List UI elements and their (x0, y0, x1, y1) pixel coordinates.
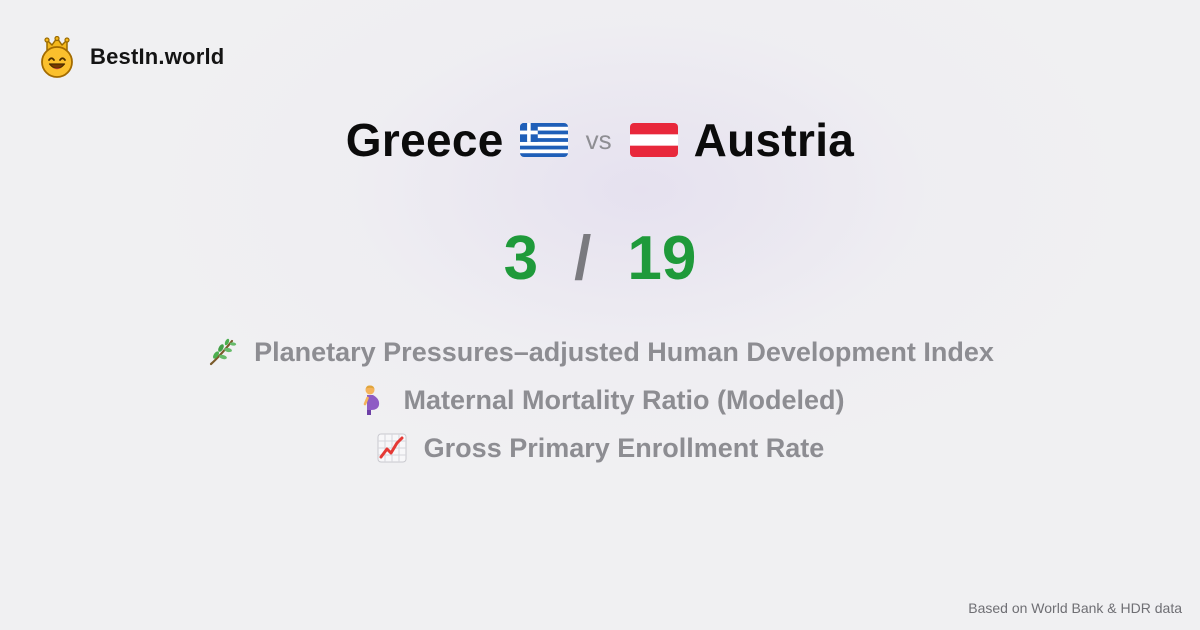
chart-increasing-icon (377, 433, 407, 463)
score-right: 19 (627, 223, 697, 293)
crown-smiley-icon (41, 36, 73, 78)
metric-label: Maternal Mortality Ratio (Modeled) (403, 384, 845, 415)
brand-name: BestIn.world (90, 44, 225, 69)
vs-label: vs (585, 124, 612, 155)
metric-item[interactable]: Maternal Mortality Ratio (Modeled) (355, 384, 845, 416)
metric-label: Gross Primary Enrollment Rate (423, 432, 825, 463)
metrics-list: Planetary Pressures–adjusted Human Devel… (0, 336, 1200, 464)
comparison-headline: Greece vs Austria (0, 108, 1200, 172)
austria-flag-icon (629, 123, 678, 157)
data-source-note: Based on World Bank & HDR data (968, 600, 1182, 616)
metric-label: Planetary Pressures–adjusted Human Devel… (254, 336, 994, 367)
score: 3 / 19 (0, 218, 1200, 298)
greece-flag-icon (519, 123, 568, 157)
country-left-name[interactable]: Greece (345, 114, 504, 166)
metric-item[interactable]: Planetary Pressures–adjusted Human Devel… (206, 336, 994, 368)
herb-icon (210, 338, 237, 366)
brand[interactable]: BestIn.world (38, 36, 224, 78)
score-left: 3 (503, 223, 539, 293)
metric-item[interactable]: Gross Primary Enrollment Rate (376, 432, 825, 464)
score-separator: / (574, 223, 592, 293)
pregnant-woman-icon (364, 385, 380, 415)
country-right-name[interactable]: Austria (693, 114, 855, 166)
